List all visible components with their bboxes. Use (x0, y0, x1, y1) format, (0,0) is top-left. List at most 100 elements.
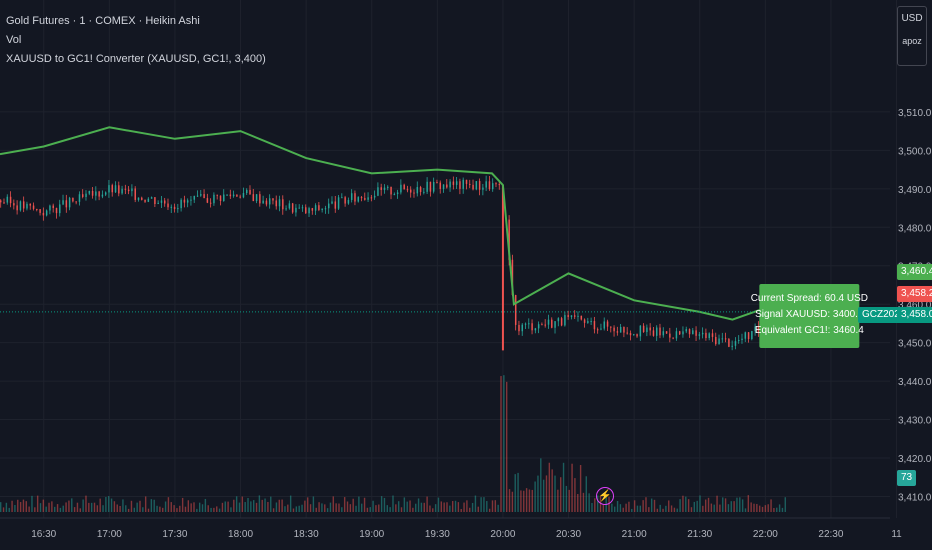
candle (186, 200, 189, 203)
currency-label[interactable]: USD (901, 13, 923, 24)
candle (692, 330, 694, 335)
volume-bar (181, 497, 184, 512)
candle (492, 183, 494, 190)
candle (236, 194, 238, 197)
candle (652, 330, 655, 336)
converter-indicator-label[interactable]: XAUUSD to GC1! Converter (XAUUSD, GC1!, … (6, 53, 266, 65)
volume-bar (534, 481, 536, 512)
candle (226, 194, 228, 196)
candle (472, 184, 474, 190)
candle (410, 189, 412, 193)
volume-bar (321, 503, 323, 512)
volume-bar (676, 508, 678, 512)
volume-bar (73, 507, 76, 512)
volume-bar (36, 495, 39, 512)
volume-bar (679, 499, 681, 512)
volume-bar (696, 500, 698, 512)
candle (432, 181, 435, 192)
volume-bar (457, 502, 460, 512)
volume-bar (363, 497, 366, 512)
volume-bar (645, 497, 647, 512)
candle (656, 327, 658, 336)
price-axis-label: 3,440.0 (898, 377, 932, 388)
volume-bar (642, 500, 644, 512)
candle (544, 324, 546, 326)
candle (223, 194, 225, 202)
volume-bar (99, 498, 101, 512)
candle (275, 200, 278, 207)
volume-bar (79, 508, 81, 512)
volume-bar (386, 505, 389, 512)
candle (91, 190, 94, 196)
volume-bar (45, 506, 47, 512)
candle (78, 194, 81, 202)
candle (459, 181, 461, 189)
volume-bar (235, 496, 238, 512)
volume-bar (608, 496, 610, 512)
volume-bar (767, 504, 769, 512)
candle (308, 208, 310, 214)
candle (482, 187, 484, 190)
candle (554, 321, 556, 328)
candle (114, 185, 117, 193)
volume-bar (218, 508, 221, 512)
candle (124, 188, 127, 190)
volume-bar (426, 496, 428, 512)
price-axis-label: 3,500.0 (898, 146, 932, 157)
candle (157, 202, 159, 205)
volume-bar (88, 502, 90, 512)
volume-bar (687, 499, 690, 512)
volume-bar (312, 496, 315, 512)
candle (268, 198, 271, 205)
candle (475, 181, 478, 190)
volume-bar (722, 497, 724, 512)
volume-bar (588, 493, 590, 512)
candle (429, 181, 432, 192)
candle (193, 195, 196, 200)
volume-bar (477, 506, 479, 512)
volume-bar (702, 505, 704, 512)
candle (610, 326, 612, 328)
candle (98, 191, 100, 197)
volume-bar (653, 499, 656, 512)
candle (698, 334, 701, 336)
volume-bar (304, 500, 306, 512)
volume-bar (389, 507, 391, 512)
time-axis-label: 18:00 (228, 529, 253, 540)
lightning-icon[interactable]: ⚡ (596, 487, 614, 505)
candle (45, 210, 48, 216)
volume-bar (784, 497, 786, 512)
volume-bar (560, 477, 562, 512)
volume-bar (93, 502, 96, 512)
candle (370, 197, 373, 199)
volume-bar (298, 505, 300, 512)
volume-bar (392, 495, 394, 512)
symbol-title[interactable]: Gold Futures · 1 · COMEX · Heikin Ashi (6, 15, 200, 27)
candle (101, 194, 104, 197)
volume-bar (781, 507, 784, 512)
volume-bar (31, 495, 33, 512)
volume-bar (267, 501, 269, 512)
volume-bar (278, 499, 280, 512)
candle (285, 208, 287, 210)
candle (206, 198, 209, 203)
candle (455, 181, 458, 185)
candle (642, 325, 645, 333)
volume-bar (272, 508, 275, 512)
volume-bar (656, 508, 659, 512)
candle (321, 208, 323, 211)
currency-unit-box[interactable]: USD apoz (897, 6, 927, 66)
candle (196, 195, 199, 197)
candle (590, 321, 592, 323)
candle (757, 326, 760, 333)
volume-bar (179, 505, 181, 512)
volume-bar (2, 507, 5, 512)
candle (32, 205, 35, 209)
volume-bar (210, 507, 212, 512)
info-box-line3: Equivalent GC1!: 3460.4 (755, 325, 864, 336)
volume-bar (582, 492, 585, 512)
volume-bar (147, 508, 150, 512)
volume-indicator-label[interactable]: Vol (6, 34, 22, 46)
